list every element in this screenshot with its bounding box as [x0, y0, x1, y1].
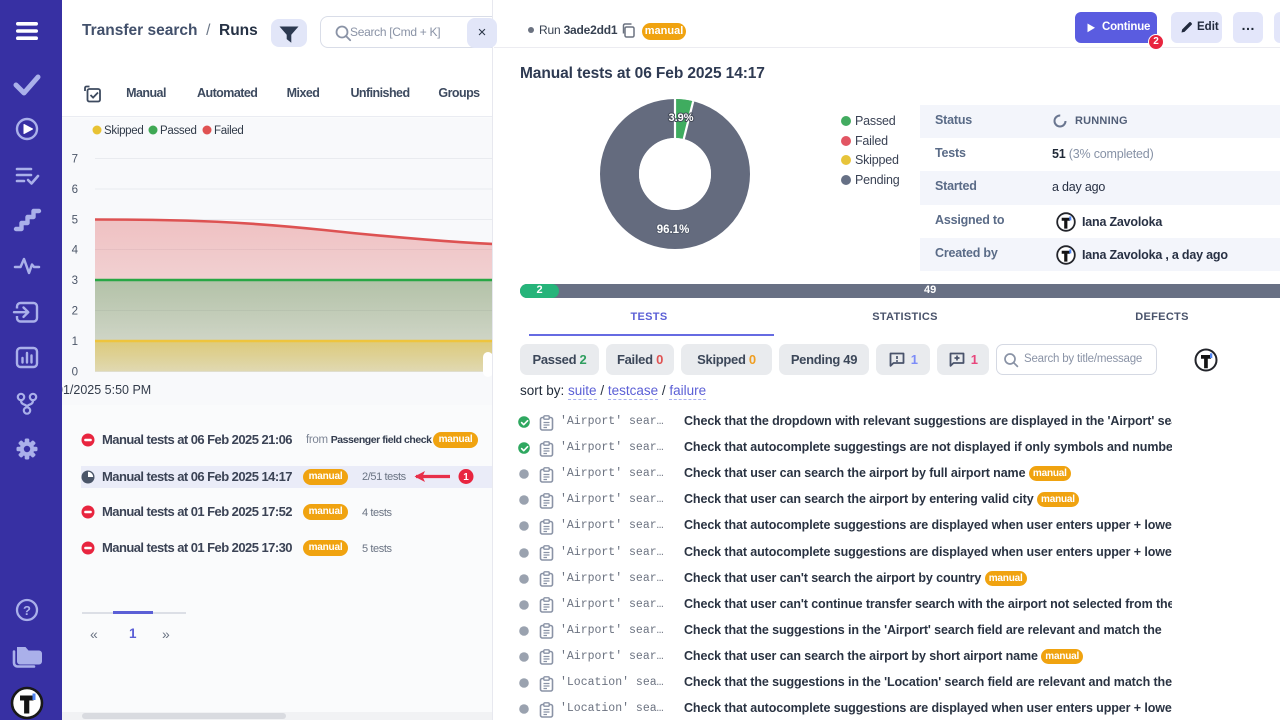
- svg-text:1: 1: [72, 336, 78, 348]
- svg-text:7: 7: [72, 154, 78, 166]
- svg-text:96.1%: 96.1%: [657, 224, 690, 236]
- svg-text:3: 3: [72, 275, 78, 287]
- svg-text:01/2025 5:50 PM: 01/2025 5:50 PM: [62, 383, 151, 397]
- svg-text:5: 5: [72, 215, 78, 227]
- svg-text:6: 6: [72, 184, 78, 196]
- svg-text:0: 0: [72, 367, 78, 379]
- svg-text:4: 4: [72, 245, 79, 257]
- svg-text:1: 1: [463, 472, 469, 483]
- svg-text:2: 2: [72, 306, 78, 318]
- svg-text:3.9%: 3.9%: [668, 112, 693, 124]
- svg-text:Skipped: Skipped: [104, 125, 143, 137]
- svg-text:Passed: Passed: [160, 125, 197, 137]
- svg-text:Failed: Failed: [214, 125, 244, 137]
- svg-text:?: ?: [23, 603, 31, 618]
